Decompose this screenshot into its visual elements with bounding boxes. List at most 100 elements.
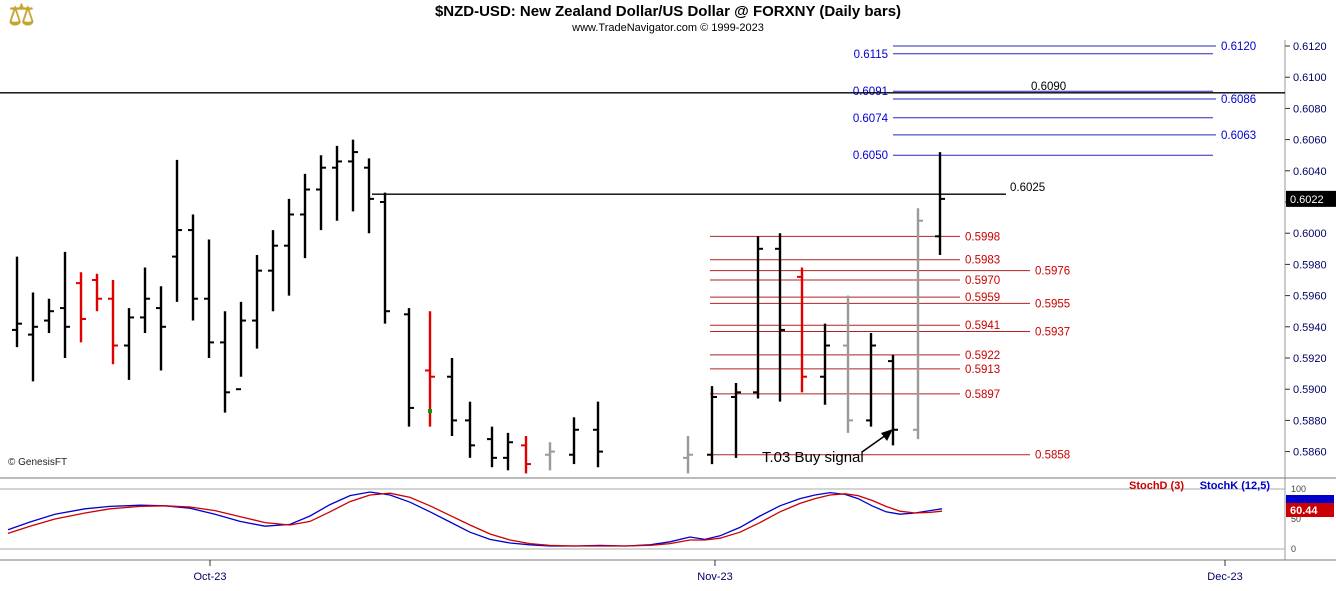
price-bar xyxy=(447,358,457,436)
price-bar xyxy=(913,208,923,440)
price-bar xyxy=(108,280,118,365)
trade-navigator-logo-icon: ⚖ xyxy=(8,0,35,32)
stoch-scale-label: 100 xyxy=(1291,484,1306,494)
level-label: 0.6063 xyxy=(1221,130,1256,142)
genesis-watermark: © GenesisFT xyxy=(8,457,68,468)
price-bar xyxy=(888,354,898,446)
stochk-value-badge xyxy=(1286,495,1334,506)
signal-dot xyxy=(428,409,432,414)
chart-subtitle: www.TradeNavigator.com © 1999-2023 xyxy=(572,22,764,34)
level-label: 0.6090 xyxy=(1031,81,1066,93)
price-bar xyxy=(775,233,785,402)
y-axis-label: 0.6000 xyxy=(1293,228,1327,240)
y-axis-label: 0.5860 xyxy=(1293,447,1327,459)
price-bar xyxy=(753,236,763,399)
y-axis-label: 0.5960 xyxy=(1293,291,1327,303)
price-bar xyxy=(425,311,435,427)
level-label: 0.5922 xyxy=(965,350,1000,362)
x-axis-label: Dec-23 xyxy=(1207,571,1242,583)
y-axis-label: 0.5940 xyxy=(1293,322,1327,334)
stochk-label: StochK (12,5) xyxy=(1200,480,1271,492)
price-bar xyxy=(797,267,807,393)
stoch-scale-label: 50 xyxy=(1291,514,1301,524)
price-bar xyxy=(487,426,497,468)
level-label: 0.5976 xyxy=(1035,266,1070,278)
stochd-line xyxy=(7,492,943,547)
level-label: 0.5913 xyxy=(965,364,1000,376)
level-label: 0.5955 xyxy=(1035,298,1070,310)
y-axis-label: 0.5920 xyxy=(1293,353,1327,365)
price-bar xyxy=(866,333,876,427)
y-axis-label: 0.6060 xyxy=(1293,135,1327,147)
price-bar xyxy=(569,417,579,465)
y-axis-label: 0.6120 xyxy=(1293,41,1327,53)
level-label: 0.6074 xyxy=(853,113,889,125)
level-label: 0.5937 xyxy=(1035,326,1070,338)
level-label: 0.5941 xyxy=(965,320,1000,332)
price-bar xyxy=(204,239,214,358)
price-bar xyxy=(220,311,230,413)
price-bar xyxy=(820,323,830,405)
y-axis-label: 0.5980 xyxy=(1293,259,1327,271)
price-bar xyxy=(935,152,945,256)
price-bar xyxy=(731,382,741,458)
price-bar xyxy=(380,192,390,324)
price-bar xyxy=(188,214,198,321)
price-bar xyxy=(465,401,475,458)
price-bar xyxy=(76,272,86,343)
price-bar xyxy=(316,155,326,231)
current-price-label: 0.6022 xyxy=(1290,194,1324,206)
price-bar xyxy=(172,159,182,302)
price-bar xyxy=(140,267,150,334)
buy-signal-annotation: T.03 Buy signal xyxy=(762,449,864,466)
level-label: 0.5897 xyxy=(965,389,1000,401)
price-bar xyxy=(364,158,374,234)
stoch-value-label: 60.44 xyxy=(1290,505,1318,517)
price-bar xyxy=(156,286,166,371)
price-bars xyxy=(12,139,945,474)
price-bar xyxy=(683,436,693,474)
price-bar xyxy=(236,301,246,391)
level-label: 0.6120 xyxy=(1221,41,1256,53)
price-bar xyxy=(268,230,278,312)
x-axis-label: Nov-23 xyxy=(697,571,732,583)
stochk-line xyxy=(7,491,943,547)
price-bar xyxy=(124,308,134,380)
level-label: 0.6025 xyxy=(1010,182,1045,194)
price-bar xyxy=(503,432,513,471)
buy-signal-arrow xyxy=(861,434,887,453)
level-label: 0.5970 xyxy=(965,275,1000,287)
stochd-value-badge xyxy=(1286,503,1334,517)
y-axis-label: 0.6040 xyxy=(1293,166,1327,178)
buy-signal-arrowhead xyxy=(881,429,893,441)
price-bar xyxy=(521,436,531,474)
price-bar xyxy=(44,298,54,334)
price-bar xyxy=(545,442,555,471)
chart-title: $NZD-USD: New Zealand Dollar/US Dollar @… xyxy=(434,3,902,20)
price-bar xyxy=(252,255,262,349)
level-label: 0.5983 xyxy=(965,255,1000,267)
price-bar xyxy=(60,251,70,358)
level-label: 0.6115 xyxy=(854,49,888,61)
stochd-label: StochD (3) xyxy=(1129,480,1184,492)
level-label: 0.6050 xyxy=(853,150,888,162)
current-price-badge xyxy=(1286,190,1336,207)
level-label: 0.6086 xyxy=(1221,94,1256,106)
level-label: 0.5858 xyxy=(1035,450,1070,462)
price-bar xyxy=(843,295,853,433)
price-bar xyxy=(332,145,342,221)
y-axis-label: 0.6080 xyxy=(1293,103,1327,115)
x-axis-label: Oct-23 xyxy=(193,571,226,583)
price-bar xyxy=(404,308,414,427)
price-bar xyxy=(28,292,38,382)
price-bar xyxy=(284,198,294,296)
y-axis-label: 0.6100 xyxy=(1293,72,1327,84)
level-label: 0.5959 xyxy=(965,292,1000,304)
stoch-scale-label: 0 xyxy=(1291,544,1296,554)
y-axis-label: 0.5880 xyxy=(1293,415,1327,427)
price-bar xyxy=(12,256,22,348)
price-bar xyxy=(593,401,603,468)
price-bar xyxy=(707,386,717,465)
